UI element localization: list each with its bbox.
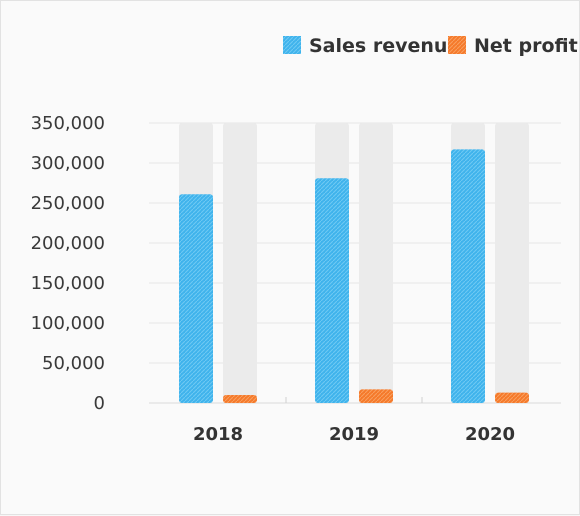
y-tick-label: 350,000 — [31, 113, 105, 134]
legend-swatch — [448, 36, 466, 54]
legend-swatch — [283, 36, 301, 54]
bar-sales-revenue-2018[interactable] — [179, 194, 213, 403]
y-tick-label: 200,000 — [31, 233, 105, 254]
y-tick-label: 150,000 — [31, 273, 105, 294]
x-tick-label: 2018 — [193, 424, 243, 445]
gridlines — [149, 122, 561, 404]
y-tick-label: 250,000 — [31, 193, 105, 214]
bars — [179, 149, 529, 403]
legend-label: Net profit — [474, 35, 578, 57]
legend-label: Sales revenue — [309, 35, 460, 57]
y-tick-label: 100,000 — [31, 313, 105, 334]
legend: Sales revenue Net profit — [283, 35, 578, 57]
bar-net-profit-2018[interactable] — [223, 395, 257, 403]
bar-net-profit-2020[interactable] — [495, 392, 529, 403]
x-tick-label: 2020 — [465, 424, 515, 445]
bar-sales-revenue-2020[interactable] — [451, 149, 485, 403]
y-tick-label: 300,000 — [31, 153, 105, 174]
y-axis: 0 50,000 100,000 150,000 200,000 250,000 300,0… — [31, 113, 105, 414]
bar-net-profit-2019[interactable] — [359, 389, 393, 403]
x-axis: 2018 2019 2020 — [193, 424, 515, 445]
bar-sales-revenue-2019[interactable] — [315, 178, 349, 403]
y-tick-label: 50,000 — [42, 353, 105, 374]
bar-track — [359, 123, 393, 403]
bar-track — [495, 123, 529, 403]
y-tick-label: 0 — [94, 393, 105, 414]
x-tick-label: 2019 — [329, 424, 379, 445]
bar-track — [223, 123, 257, 403]
